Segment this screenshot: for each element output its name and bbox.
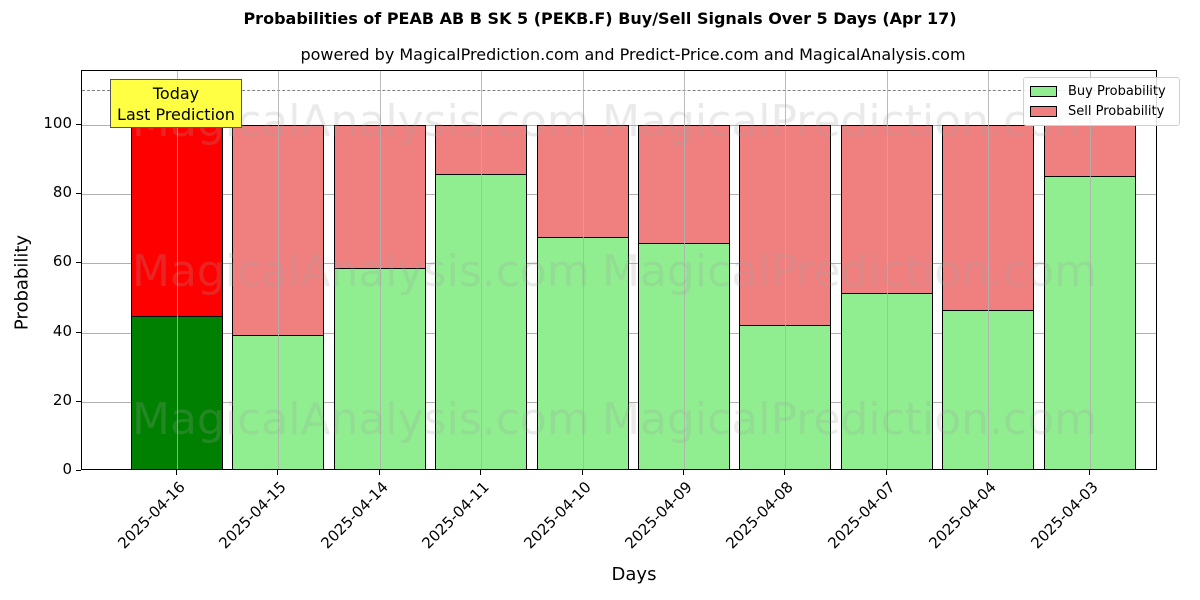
annotation-line1: Today xyxy=(152,84,200,103)
y-tick-label: 80 xyxy=(52,183,72,202)
today-annotation: Today Last Prediction xyxy=(110,79,242,128)
y-tick-mark xyxy=(76,193,81,195)
x-tick-label: 2025-04-14 xyxy=(317,478,392,553)
bar-sell-2025-04-15 xyxy=(232,125,325,337)
x-axis-label: Days xyxy=(611,564,657,585)
x-tick-mark xyxy=(277,470,279,475)
bar-sell-2025-04-14 xyxy=(333,125,426,269)
bar-sell-2025-04-04 xyxy=(942,125,1035,312)
bar-sell-2025-04-08 xyxy=(739,125,832,326)
y-tick-mark xyxy=(76,470,81,471)
y-axis-label: Probability xyxy=(11,234,33,331)
y-tick-mark xyxy=(76,124,81,125)
y-tick-mark xyxy=(76,400,81,402)
legend-item-sell: Sell Probability xyxy=(1030,103,1164,119)
x-tick-label: 2025-04-04 xyxy=(925,478,1000,553)
y-tick-label: 20 xyxy=(52,390,72,409)
plot-area: MagicalAnalysis.com MagicalPrediction.com… xyxy=(81,70,1157,470)
x-tick-mark xyxy=(1088,470,1090,475)
legend-label-sell: Sell Probability xyxy=(1068,103,1165,119)
bar-buy-2025-04-10 xyxy=(536,237,629,469)
bar-sell-2025-04-07 xyxy=(840,125,933,295)
x-tick-mark xyxy=(176,470,177,475)
bar-buy-2025-04-16 xyxy=(131,315,223,469)
bar-sell-2025-04-10 xyxy=(536,125,629,239)
bar-buy-2025-04-09 xyxy=(638,242,730,469)
x-tick-label: 2025-04-03 xyxy=(1026,478,1102,553)
bar-buy-2025-04-11 xyxy=(435,174,528,469)
x-tick-mark xyxy=(885,470,887,475)
threshold-dashed-line xyxy=(82,90,1156,92)
legend-label-buy: Buy Probability xyxy=(1068,83,1166,99)
y-tick-label: 40 xyxy=(52,321,72,340)
chart-subtitle: powered by MagicalPrediction.com and Pre… xyxy=(300,45,966,64)
x-tick-mark xyxy=(581,470,583,475)
x-tick-label: 2025-04-07 xyxy=(824,478,899,553)
sell-swatch-icon xyxy=(1030,105,1057,117)
bar-buy-2025-04-07 xyxy=(840,293,933,469)
bar-sell-2025-04-16 xyxy=(131,125,223,317)
bar-buy-2025-04-14 xyxy=(333,267,426,469)
y-tick-mark xyxy=(76,262,81,264)
x-tick-label: 2025-04-11 xyxy=(418,478,493,553)
y-tick-mark xyxy=(76,331,81,333)
bar-buy-2025-04-15 xyxy=(232,335,325,469)
x-tick-label: 2025-04-09 xyxy=(621,478,696,553)
bar-sell-2025-04-09 xyxy=(638,125,730,244)
y-tick-label: 100 xyxy=(43,114,72,132)
bar-buy-2025-04-03 xyxy=(1043,175,1136,469)
bar-sell-2025-04-11 xyxy=(435,125,528,176)
x-tick-mark xyxy=(480,470,482,475)
bar-sell-2025-04-03 xyxy=(1043,125,1136,177)
legend-item-buy: Buy Probability xyxy=(1030,83,1166,99)
x-tick-mark xyxy=(683,470,684,475)
legend: Buy Probability Sell Probability xyxy=(1023,77,1180,126)
y-tick-label: 0 xyxy=(62,460,72,478)
x-tick-label: 2025-04-16 xyxy=(114,478,189,553)
x-tick-mark xyxy=(784,470,786,475)
x-tick-label: 2025-04-15 xyxy=(215,478,291,553)
bar-buy-2025-04-04 xyxy=(942,310,1035,469)
x-tick-label: 2025-04-10 xyxy=(519,478,595,553)
x-tick-mark xyxy=(378,470,380,475)
buy-swatch-icon xyxy=(1030,85,1057,97)
x-tick-label: 2025-04-08 xyxy=(722,478,798,553)
annotation-line2: Last Prediction xyxy=(117,105,235,124)
bar-buy-2025-04-08 xyxy=(739,324,832,469)
x-tick-mark xyxy=(987,470,989,475)
chart-title: Probabilities of PEAB AB B SK 5 (PEKB.F)… xyxy=(243,9,957,28)
y-tick-label: 60 xyxy=(52,252,72,271)
